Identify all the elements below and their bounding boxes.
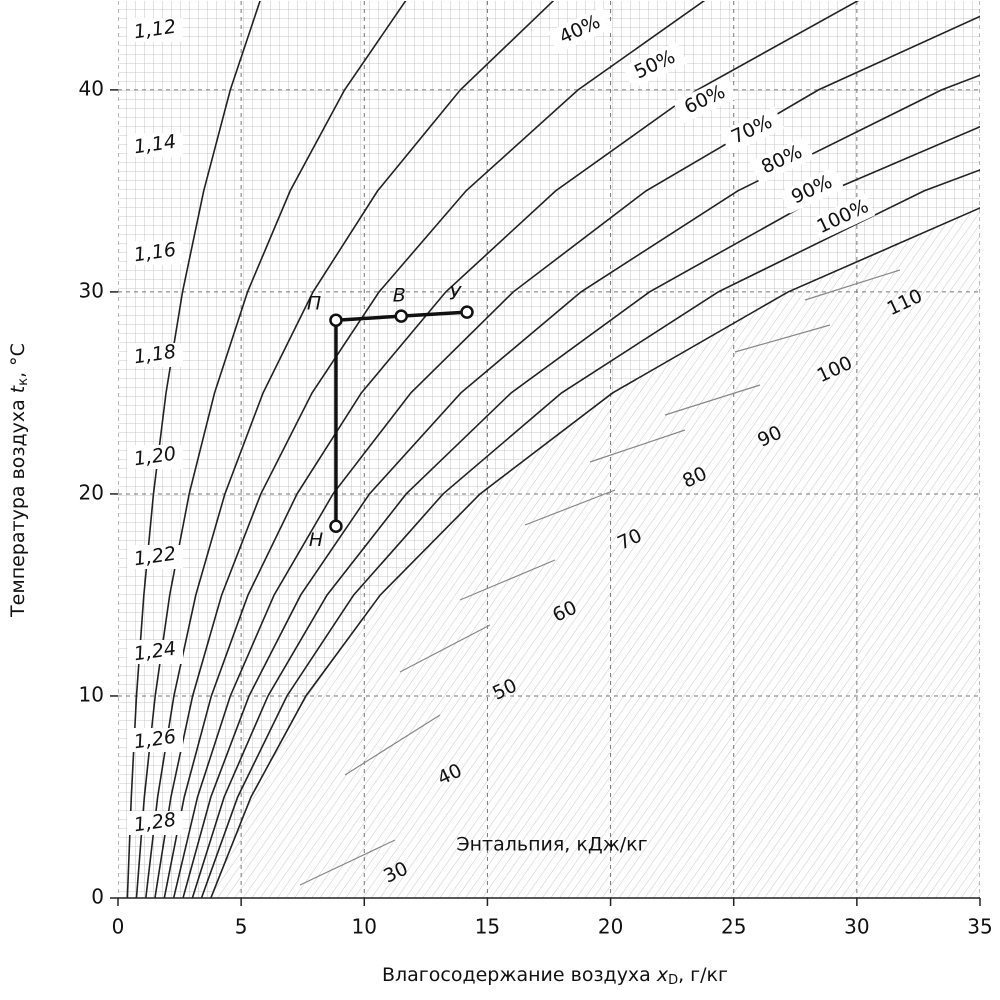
process-point	[329, 313, 343, 327]
rh-curve	[163, 1, 860, 898]
label-bg	[127, 728, 183, 752]
axis-label-text: Температура воздуха	[7, 399, 29, 618]
rh-curve	[191, 125, 980, 898]
x-tick-label: 20	[598, 915, 623, 939]
x-axis-label: Влагосодержание воздуха xD, г/кг	[382, 964, 728, 988]
enthalpy-line	[804, 269, 901, 301]
y-tick-label: 10	[79, 682, 104, 706]
x-tick-label: 25	[721, 915, 746, 939]
saturation-hatch	[210, 207, 980, 898]
label-bg	[719, 106, 785, 154]
axis-label-sub: к	[16, 378, 31, 386]
enthalpy-title: Энтальпия, кДж/кг	[456, 834, 647, 856]
label-bg	[127, 811, 183, 835]
label-bg	[127, 18, 183, 42]
x-tick-label: 30	[844, 915, 869, 939]
rh-curve	[200, 169, 980, 898]
y-tick-label: 40	[79, 76, 104, 100]
enthalpy-line	[344, 714, 441, 776]
process-point	[460, 305, 474, 319]
process-label: П	[307, 293, 321, 315]
label-bg	[672, 76, 738, 124]
label-bg	[810, 193, 876, 241]
x-tick-label: 35	[967, 915, 992, 939]
label-bg	[127, 241, 183, 265]
axis-label-var: t	[7, 384, 29, 393]
label-bg	[547, 6, 613, 54]
label-bg	[127, 445, 183, 469]
label-bg	[127, 343, 183, 367]
x-tick-label: 10	[352, 915, 377, 939]
label-bg	[779, 166, 845, 214]
enthalpy-line	[734, 324, 831, 353]
rh-curve	[182, 74, 980, 898]
label-bg	[622, 41, 688, 89]
axis-label-unit: , г/кг	[678, 964, 728, 986]
process-point	[329, 519, 343, 534]
enthalpy-line	[399, 624, 491, 673]
axis-label-sub: D	[668, 973, 678, 988]
process-label: У	[449, 283, 462, 305]
x-tick-label: 15	[475, 915, 500, 939]
process-line	[335, 314, 402, 322]
y-tick-label: 30	[79, 278, 104, 302]
axis-label-unit: , °C	[7, 343, 29, 378]
y-tick-label: 20	[79, 480, 104, 504]
process-label: Н	[309, 529, 323, 551]
label-bg	[127, 133, 183, 157]
process-line	[401, 310, 468, 318]
y-tick-label: 0	[91, 885, 104, 909]
x-tick-label: 5	[235, 915, 248, 939]
axis-label-var: x	[656, 964, 669, 986]
process-label: В	[393, 285, 406, 307]
enthalpy-line	[664, 384, 761, 416]
rh-curve	[210, 207, 980, 898]
label-bg	[749, 136, 815, 184]
enthalpy-line	[459, 559, 556, 601]
x-tick-label: 0	[112, 915, 125, 939]
enthalpy-line	[299, 839, 396, 886]
enthalpy-line	[524, 489, 616, 526]
label-bg	[127, 545, 183, 569]
label-bg	[127, 640, 183, 664]
axis-label-text: Влагосодержание воздуха	[382, 964, 651, 986]
process-point	[394, 309, 408, 323]
y-axis-label: Температура воздуха tк, °C	[7, 343, 31, 618]
plot-area	[118, 1, 980, 898]
enthalpy-line	[589, 429, 686, 463]
